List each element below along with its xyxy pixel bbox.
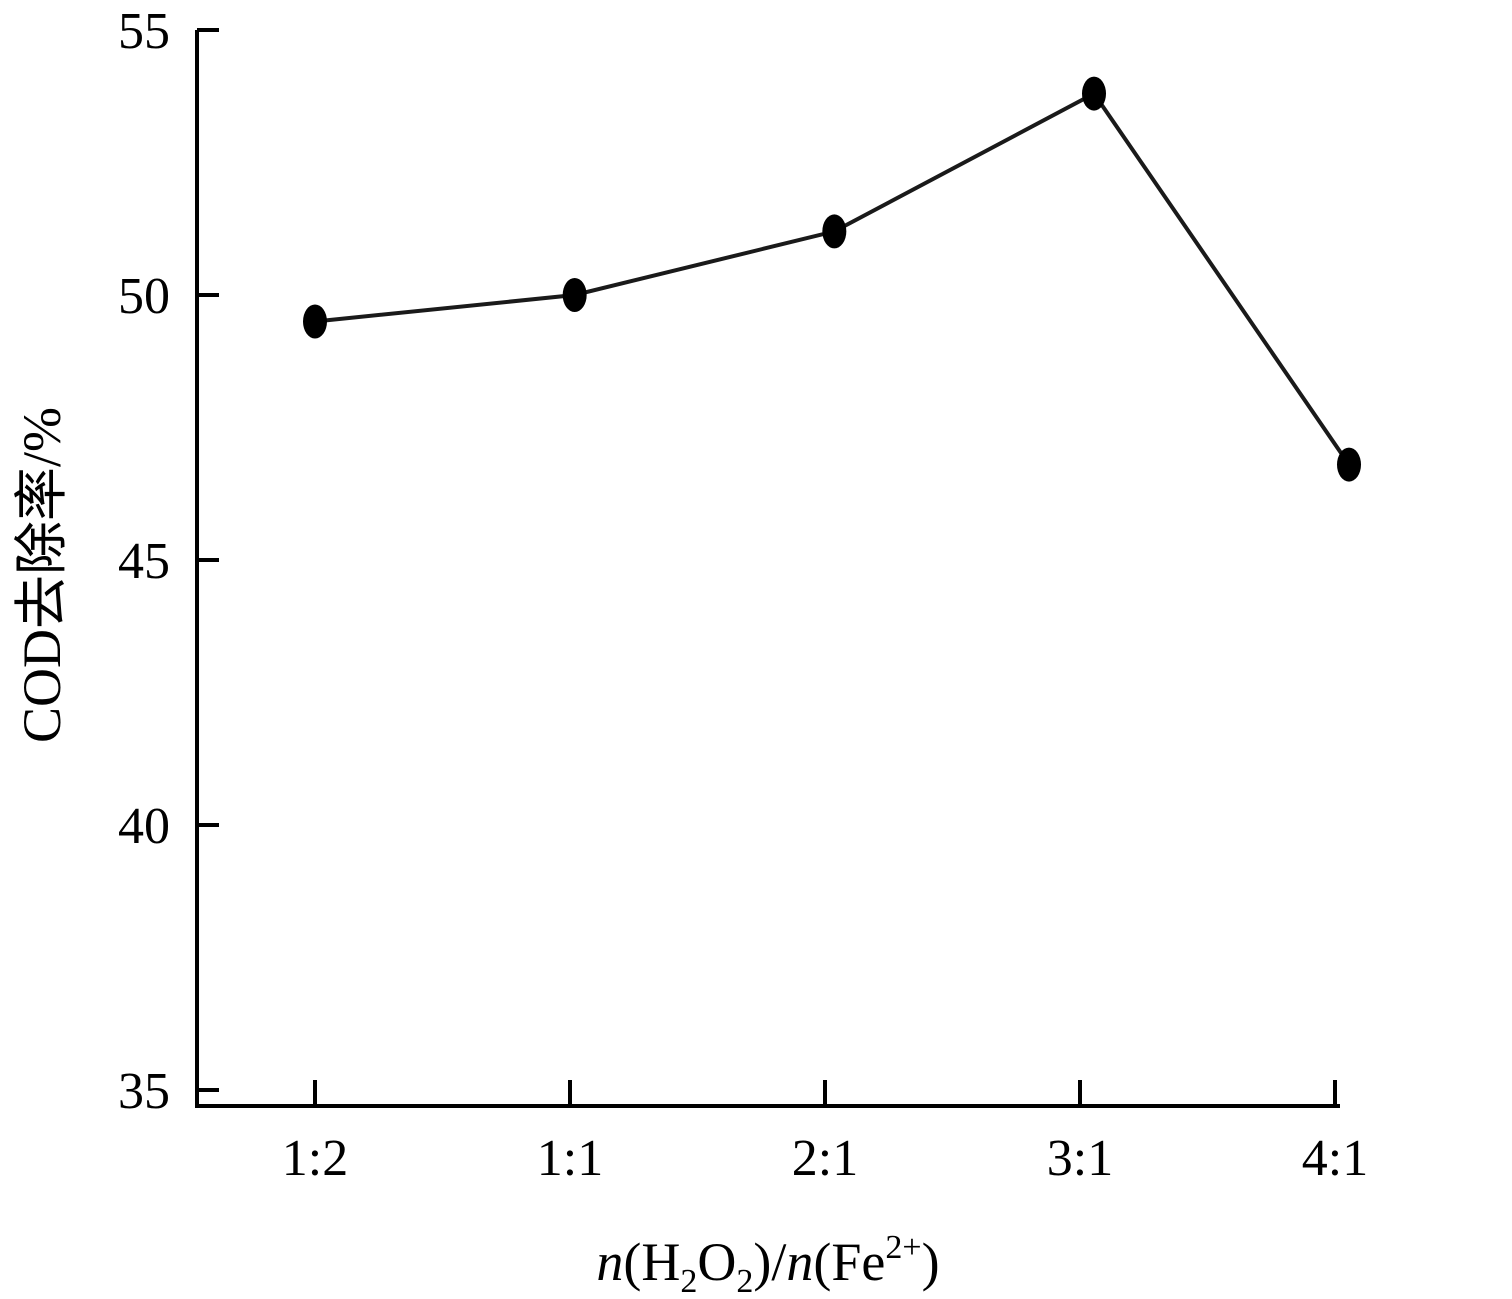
x-title-sub2: 2 — [736, 1263, 753, 1299]
x-ticks: 1:2 1:1 2:1 3:1 4:1 — [282, 1080, 1368, 1187]
y-tick-label: 55 — [118, 3, 170, 60]
x-tick-label: 3:1 — [1047, 1130, 1113, 1187]
x-title-sub1: 2 — [680, 1263, 697, 1299]
x-tick-label: 2:1 — [792, 1130, 858, 1187]
x-title-close: ) — [922, 1232, 940, 1292]
data-point — [1337, 447, 1361, 482]
data-point — [1082, 76, 1106, 111]
x-title-open1: (H — [623, 1232, 680, 1292]
y-tick-label: 40 — [118, 798, 170, 855]
x-title-mid1: O — [697, 1232, 736, 1292]
x-title-n1: n — [596, 1232, 623, 1292]
axes — [195, 30, 1340, 1108]
x-axis-title: n(H2O2)/n(Fe2+) — [596, 1229, 939, 1299]
y-tick-label: 35 — [118, 1063, 170, 1120]
x-tick-label: 1:1 — [537, 1130, 603, 1187]
x-tick-label: 1:2 — [282, 1130, 348, 1187]
series-line — [314, 90, 1351, 466]
data-point — [303, 304, 327, 339]
x-tick-label: 4:1 — [1302, 1130, 1368, 1187]
x-title-n2: n — [786, 1232, 813, 1292]
y-ticks: 35 40 45 50 55 — [118, 3, 219, 1120]
data-point — [822, 214, 847, 249]
data-point — [562, 278, 587, 312]
y-axis-title: COD去除率/% — [12, 407, 72, 743]
x-title-mid2: )/ — [753, 1232, 786, 1292]
y-tick-label: 45 — [118, 533, 170, 590]
y-tick-label: 50 — [118, 268, 170, 325]
series — [303, 76, 1361, 482]
x-title-open2: (Fe — [813, 1232, 885, 1292]
x-title-sup: 2+ — [885, 1229, 921, 1266]
